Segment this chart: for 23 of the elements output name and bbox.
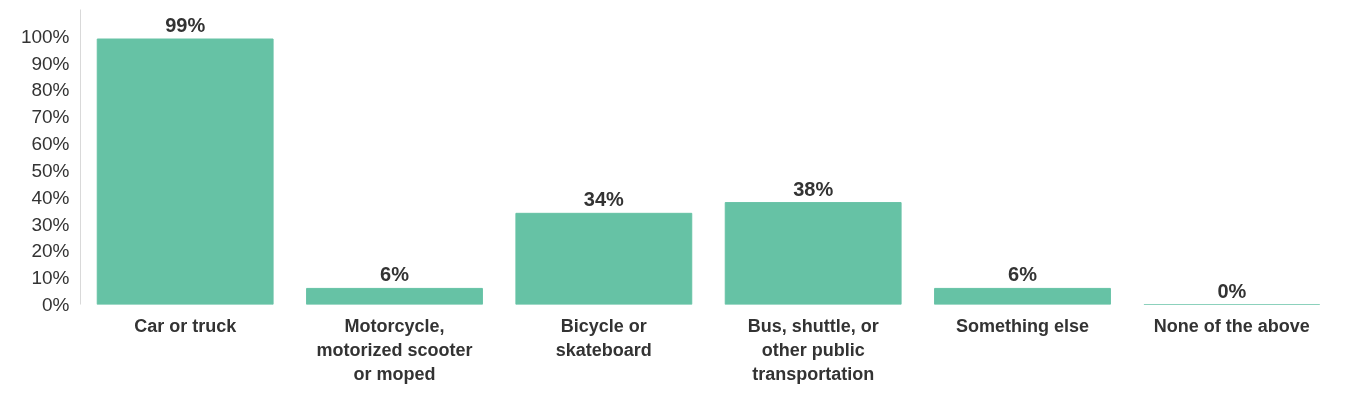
y-tick-label: 20% [31,240,70,262]
y-tick-label: 60% [31,133,70,155]
x-tick-label: Bus, shuttle, or other public transportation [747,315,879,384]
x-tick-label: Motorcycle, motorized scooter or moped [316,315,473,384]
data-label: 99% [165,14,206,36]
data-label: 6% [380,263,410,286]
data-label: 38% [793,177,834,200]
y-tick-label: 80% [31,79,70,101]
y-tick-label: 90% [31,52,70,74]
y-tick-label: 10% [31,267,70,289]
data-label: 34% [583,188,625,211]
x-tick-label: None of the above [1153,315,1310,336]
y-tick-label: 70% [31,106,70,128]
data-label: 0% [1217,279,1247,302]
y-tick-label: 30% [31,213,70,235]
y-tick-label: 0% [42,294,70,315]
x-tick-label: Car or truck [134,315,238,336]
x-tick-label: Bicycle or skateboard [555,315,652,360]
y-tick-label: 100% [20,25,70,47]
y-tick-label: 40% [31,186,70,208]
y-tick-label: 50% [31,159,70,181]
data-label: 6% [1008,263,1038,286]
x-tick-label: Something else [955,315,1090,336]
